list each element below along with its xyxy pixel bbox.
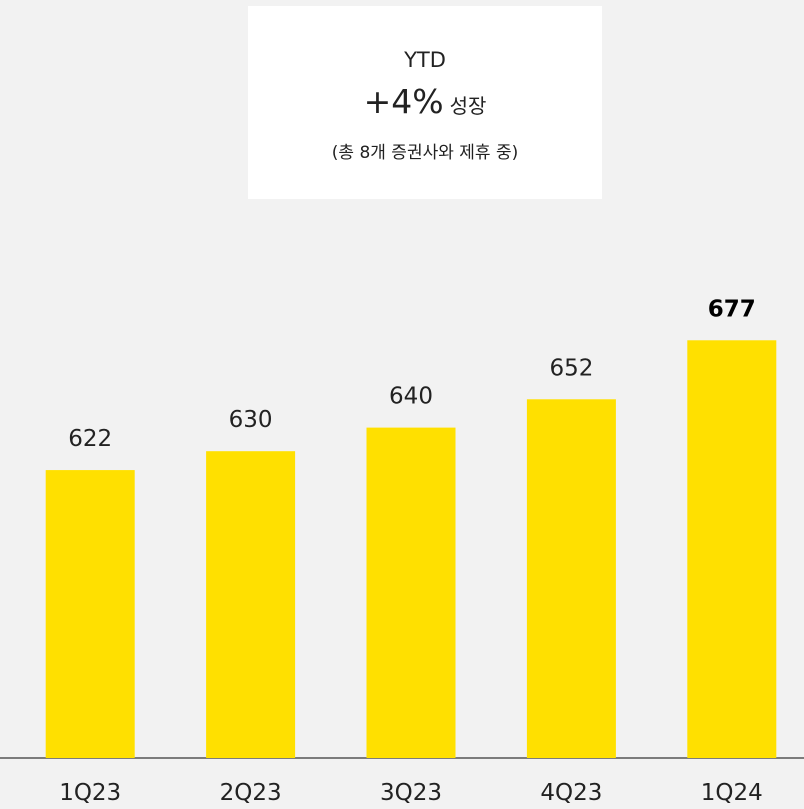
bar [206, 451, 296, 758]
box-note: (총 8개 증권사와 제휴 중) [332, 143, 518, 163]
box-headline: +4% 성장 [364, 82, 487, 121]
value-label: 652 [549, 355, 593, 381]
value-label: 622 [68, 426, 112, 452]
bar [45, 470, 135, 758]
headline: +4% [364, 82, 444, 121]
bar [526, 399, 616, 758]
value-label: 630 [229, 407, 273, 433]
headline-suffix: 성장 [450, 94, 487, 118]
x-tick-label: 3Q23 [380, 780, 442, 806]
bar [687, 340, 777, 758]
x-tick-label: 4Q23 [540, 780, 602, 806]
x-tick-label: 2Q23 [220, 780, 282, 806]
bar [366, 427, 456, 758]
value-label: 677 [708, 296, 756, 322]
box-title: YTD [403, 48, 446, 72]
x-tick-label: 1Q23 [59, 780, 121, 806]
summary-box [248, 6, 602, 199]
x-tick-label: 1Q24 [701, 780, 763, 806]
value-label: 640 [389, 384, 433, 410]
